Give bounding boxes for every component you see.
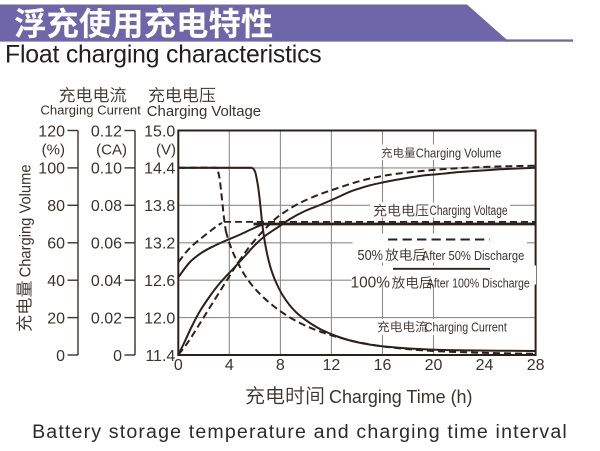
svg-text:8: 8 [276,357,285,374]
svg-text:100: 100 [38,161,65,178]
svg-text:11.4: 11.4 [145,348,175,365]
svg-text:0.06: 0.06 [91,236,122,253]
svg-text:100%: 100% [351,275,391,292]
svg-text:Charging Voltage: Charging Voltage [430,203,508,218]
svg-text:20: 20 [425,357,443,374]
svg-text:0: 0 [174,357,183,374]
svg-text:Charging Volume: Charging Volume [18,164,35,277]
svg-text:50%: 50% [358,247,384,264]
svg-text:0.02: 0.02 [91,310,122,327]
svg-text:16: 16 [374,357,392,374]
svg-text:Float charging characteristics: Float charging characteristics [5,42,322,69]
svg-text:(%): (%) [42,142,65,159]
svg-text:60: 60 [47,236,65,253]
svg-text:0: 0 [113,348,122,365]
svg-text:28: 28 [527,357,545,374]
svg-text:12: 12 [323,357,341,374]
svg-text:20: 20 [47,310,65,327]
svg-text:0: 0 [56,348,65,365]
svg-text:(V): (V) [156,142,176,159]
svg-text:After 50% Discharge: After 50% Discharge [422,248,525,263]
svg-text:Charging Current: Charging Current [425,319,507,334]
svg-text:After 100% Discharge: After 100% Discharge [427,276,530,291]
svg-text:80: 80 [47,198,65,215]
svg-text:0.12: 0.12 [91,123,122,140]
svg-text:0.04: 0.04 [91,273,122,290]
svg-text:Charging Volume: Charging Volume [416,145,502,160]
svg-text:12.6: 12.6 [144,273,175,290]
svg-text:4: 4 [225,357,234,374]
svg-text:40: 40 [47,273,65,290]
svg-text:Charging Voltage: Charging Voltage [147,104,261,120]
svg-text:(CA): (CA) [96,142,127,159]
svg-text:Charging Current: Charging Current [40,103,141,118]
svg-text:0.08: 0.08 [91,198,122,215]
svg-text:0.10: 0.10 [91,161,122,178]
svg-text:13.8: 13.8 [144,198,175,215]
svg-text:24: 24 [476,357,494,374]
svg-text:120: 120 [38,123,65,140]
svg-text:13.2: 13.2 [144,236,175,253]
svg-text:14.4: 14.4 [144,161,175,178]
svg-text:Charging Time (h): Charging Time (h) [329,386,473,407]
svg-text:Battery storage temperature an: Battery storage temperature and charging… [32,421,568,443]
svg-text:15.0: 15.0 [144,123,175,140]
svg-text:12.0: 12.0 [144,310,175,327]
